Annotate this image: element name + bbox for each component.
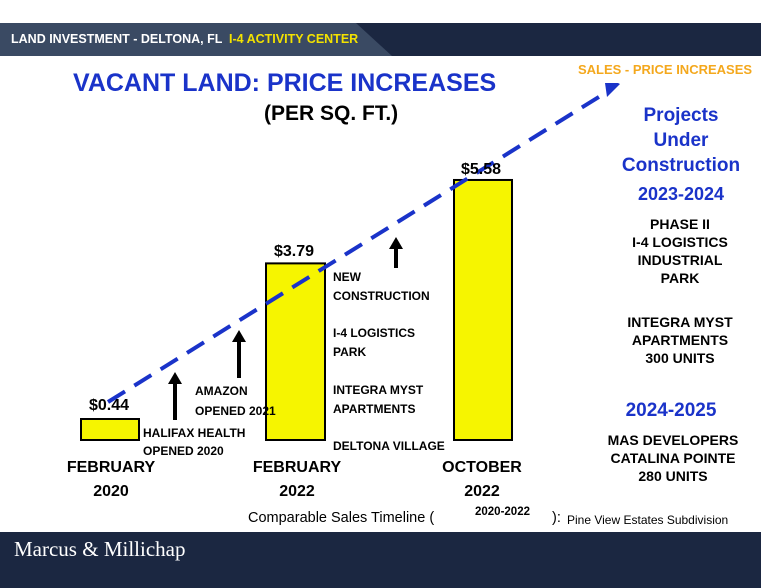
brand-logo: Marcus & Millichap bbox=[14, 537, 186, 561]
project-line: INDUSTRIAL bbox=[637, 252, 723, 268]
project-line: APARTMENTS bbox=[631, 332, 729, 348]
annotation-line bbox=[333, 306, 445, 325]
timeline-subdivision: Pine View Estates Subdivision bbox=[567, 513, 729, 527]
annotation-line: I-4 LOGISTICS bbox=[333, 326, 416, 341]
value-label-1: $3.79 bbox=[274, 243, 315, 260]
value-label-2: $5.58 bbox=[461, 161, 502, 178]
annotation-line: OPENED 2020 bbox=[143, 444, 224, 458]
header-band-left bbox=[0, 23, 392, 56]
sidebar-project-mas: MAS DEVELOPERS CATALINA POINTE 280 UNITS bbox=[573, 431, 761, 485]
annotation-line: OPENED 2021 bbox=[195, 404, 276, 418]
category-line: FEBRUARY bbox=[66, 459, 156, 476]
trend-arrow bbox=[106, 88, 612, 404]
project-line: 300 UNITS bbox=[645, 350, 715, 366]
annotation-line bbox=[333, 418, 445, 437]
annotation-line bbox=[333, 362, 445, 381]
annotation-pipeline: NEW CONSTRUCTION I-4 LOGISTICS PARK INTE… bbox=[333, 268, 445, 456]
sidebar-heading-line: Projects bbox=[643, 105, 719, 126]
annotation-amazon: AMAZON OPENED 2021 bbox=[195, 381, 276, 421]
annotation-line: INTEGRA MYST bbox=[333, 382, 424, 397]
header-subtitle: I-4 ACTIVITY CENTER bbox=[229, 32, 359, 46]
event-arrow-head-0 bbox=[168, 372, 182, 384]
sidebar-heading: Projects Under Construction bbox=[596, 103, 761, 178]
timeline-years: 2020-2022 bbox=[475, 506, 530, 518]
timeline-label: Comparable Sales Timeline ( bbox=[248, 510, 435, 526]
sidebar-period-1: 2023-2024 bbox=[637, 184, 725, 204]
project-line: 280 UNITS bbox=[638, 468, 708, 484]
project-line: I-4 LOGISTICS bbox=[632, 234, 728, 250]
timeline-close: ): bbox=[552, 510, 561, 526]
annotation-line: AMAZON bbox=[195, 384, 248, 398]
sidebar-heading-line: Under bbox=[653, 130, 709, 151]
project-line: MAS DEVELOPERS bbox=[607, 432, 739, 448]
annotation-line: APARTMENTS bbox=[333, 401, 416, 416]
category-line: 2022 bbox=[464, 483, 500, 500]
bar-2 bbox=[453, 178, 513, 442]
project-line: INTEGRA MYST bbox=[627, 314, 733, 330]
bar-1 bbox=[265, 262, 326, 441]
category-label-0: FEBRUARY 2020 bbox=[56, 456, 166, 504]
annotation-line: DELTONA VILLAGE bbox=[333, 439, 445, 454]
event-arrow-head-1 bbox=[232, 330, 246, 342]
category-label-1: FEBRUARY 2022 bbox=[242, 456, 352, 504]
annotation-halifax: HALIFAX HEALTH OPENED 2020 bbox=[143, 424, 245, 460]
sidebar-heading-line: Construction bbox=[621, 155, 741, 176]
bar-0 bbox=[80, 418, 140, 441]
category-line: OCTOBER bbox=[442, 459, 522, 476]
sidebar-project-phase2: PHASE II I-4 LOGISTICS INDUSTRIAL PARK bbox=[580, 215, 761, 287]
project-line: PHASE II bbox=[650, 216, 710, 232]
project-line: PARK bbox=[660, 270, 700, 286]
header-title: LAND INVESTMENT - DELTONA, FL bbox=[11, 32, 223, 46]
annotation-line: HALIFAX HEALTH bbox=[143, 426, 246, 440]
footer-band bbox=[0, 532, 761, 588]
category-line: 2020 bbox=[93, 483, 129, 500]
project-line: CATALINA POINTE bbox=[610, 450, 736, 466]
annotation-line: PARK bbox=[333, 345, 367, 360]
annotation-line: CONSTRUCTION bbox=[333, 288, 430, 303]
category-line: 2022 bbox=[279, 483, 315, 500]
value-label-0: $0.44 bbox=[89, 397, 130, 414]
category-line: FEBRUARY bbox=[252, 459, 342, 476]
category-label-2: OCTOBER 2022 bbox=[427, 456, 537, 504]
chart-subtitle: (PER SQ. FT.) bbox=[264, 102, 399, 125]
event-arrow-head-2 bbox=[389, 237, 403, 249]
sidebar-project-integra: INTEGRA MYST APARTMENTS 300 UNITS bbox=[580, 313, 761, 367]
chart-title: VACANT LAND: PRICE INCREASES bbox=[73, 69, 497, 97]
sidebar-period-2: 2024-2025 bbox=[625, 400, 717, 421]
annotation-line: NEW bbox=[333, 270, 361, 284]
sales-label: SALES - PRICE INCREASES bbox=[572, 57, 758, 83]
